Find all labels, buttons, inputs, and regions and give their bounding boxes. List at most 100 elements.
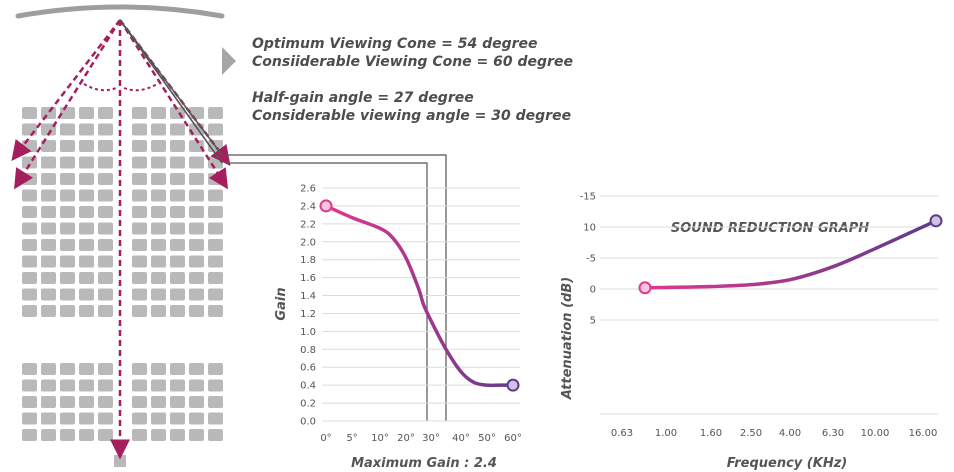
attenuation-start-point [638, 281, 652, 295]
seat [151, 222, 166, 235]
seat [98, 272, 113, 284]
seat [208, 239, 223, 251]
seat [22, 305, 37, 317]
seat [98, 173, 113, 185]
seat [132, 255, 147, 268]
seat [41, 429, 56, 441]
seat [41, 222, 56, 235]
seat [170, 123, 185, 136]
seat [22, 412, 37, 425]
seat [189, 239, 204, 251]
attenuation-curve [643, 219, 938, 290]
seat [189, 396, 204, 408]
gain-chart-y-label: Gain [274, 287, 289, 320]
seat [170, 305, 185, 317]
seat [208, 255, 223, 268]
seat [79, 288, 94, 301]
seat [22, 107, 37, 119]
seat [189, 429, 204, 441]
seat [60, 206, 75, 218]
seat [41, 156, 56, 169]
seat [79, 305, 94, 317]
projector-box [114, 455, 126, 467]
seat [98, 107, 113, 119]
seat [208, 379, 223, 392]
gain-x-tick: 0° [320, 433, 331, 444]
seat [208, 272, 223, 284]
gain-x-tick: 10° [371, 433, 389, 444]
seat [41, 288, 56, 301]
seat [60, 429, 75, 441]
seat [79, 123, 94, 136]
seat [22, 288, 37, 301]
angle-connectors [226, 154, 447, 421]
gain-y-tick: 1.4 [300, 291, 316, 302]
seat [79, 255, 94, 268]
seat [98, 222, 113, 235]
seat [60, 156, 75, 169]
seat [79, 173, 94, 185]
seat [132, 429, 147, 441]
seat [189, 140, 204, 152]
gain-y-tick: 1.8 [300, 255, 316, 266]
auditorium-diagram [11, 4, 231, 467]
sound-x-tick: 10.00 [861, 428, 890, 439]
seat [41, 173, 56, 185]
seat [22, 189, 37, 202]
seat [170, 363, 185, 375]
gain-y-tick: 1.0 [300, 327, 316, 338]
seat [60, 288, 75, 301]
seat [60, 222, 75, 235]
seat [189, 379, 204, 392]
seat [132, 305, 147, 317]
seat [98, 363, 113, 375]
gain-y-tick: 2.6 [300, 184, 316, 195]
seat [79, 140, 94, 152]
sound-x-tick: 1.60 [700, 428, 722, 439]
seat [79, 189, 94, 202]
seat [98, 123, 113, 136]
seating-layout [22, 107, 223, 441]
seat [170, 396, 185, 408]
pointer-triangle-icon [222, 47, 236, 75]
seat [132, 173, 147, 185]
gain-x-tick: 60° [504, 433, 522, 444]
seat [22, 239, 37, 251]
cone-ray [14, 19, 122, 190]
gain-chart-grid [322, 187, 520, 422]
seat [170, 379, 185, 392]
seat [98, 140, 113, 152]
gain-y-tick: 2.4 [300, 201, 316, 212]
sound-x-tick: 1.00 [655, 428, 677, 439]
sound-y-tick: -15 [580, 192, 596, 203]
seat [170, 206, 185, 218]
considerable-angle-text: Considerable viewing angle = 30 degree [252, 108, 572, 124]
seat [98, 255, 113, 268]
seat [41, 189, 56, 202]
seat [170, 255, 185, 268]
projection-screen [15, 4, 225, 19]
seat [79, 206, 94, 218]
seat [98, 379, 113, 392]
sound-x-tick: 2.50 [740, 428, 762, 439]
seat [79, 429, 94, 441]
gain-x-tick: 5° [346, 433, 357, 444]
seat [22, 140, 37, 152]
seat [132, 288, 147, 301]
seat [41, 363, 56, 375]
seat [132, 156, 147, 169]
gain-y-tick: 1.2 [300, 309, 316, 320]
seat [60, 363, 75, 375]
seat [22, 222, 37, 235]
seat [98, 288, 113, 301]
seat [60, 239, 75, 251]
seat [189, 272, 204, 284]
seat [170, 189, 185, 202]
sound-chart-x-ticks: 0.63 1.00 1.60 2.50 4.00 6.30 10.00 16.00 [611, 428, 937, 439]
sound-x-tick: 6.30 [822, 428, 844, 439]
seat [60, 107, 75, 119]
seat [22, 379, 37, 392]
seat [41, 107, 56, 119]
gain-chart-x-label: Maximum Gain : 2.4 [351, 456, 497, 471]
sound-y-tick: 5 [590, 316, 596, 327]
